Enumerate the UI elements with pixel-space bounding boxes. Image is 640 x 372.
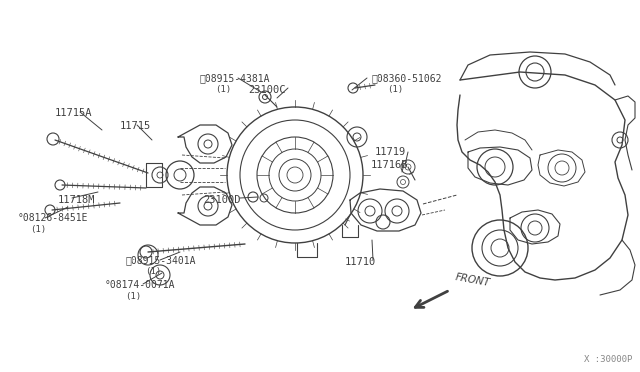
Text: (1): (1) — [30, 225, 46, 234]
Text: 23100D: 23100D — [203, 195, 241, 205]
Text: X :30000P: X :30000P — [584, 355, 632, 364]
Text: (1): (1) — [215, 85, 231, 94]
Text: Ⓣ08915-3401A: Ⓣ08915-3401A — [125, 255, 195, 265]
Text: °08174-0071A: °08174-0071A — [105, 280, 175, 290]
Text: 11718M: 11718M — [58, 195, 95, 205]
Text: 23100C: 23100C — [248, 85, 285, 95]
Text: 11719: 11719 — [375, 147, 406, 157]
Text: FRONT: FRONT — [454, 272, 491, 288]
Text: 11715A: 11715A — [55, 108, 93, 118]
Text: 11710: 11710 — [345, 257, 376, 267]
Text: 11715: 11715 — [120, 121, 151, 131]
Text: (1): (1) — [125, 292, 141, 301]
Text: 11716B: 11716B — [371, 160, 408, 170]
Text: (1): (1) — [387, 85, 403, 94]
Text: (1): (1) — [145, 267, 161, 276]
Text: Ⓝ08360-51062: Ⓝ08360-51062 — [372, 73, 442, 83]
Text: °08126-8451E: °08126-8451E — [18, 213, 88, 223]
Text: Ⓥ08915-4381A: Ⓥ08915-4381A — [200, 73, 271, 83]
